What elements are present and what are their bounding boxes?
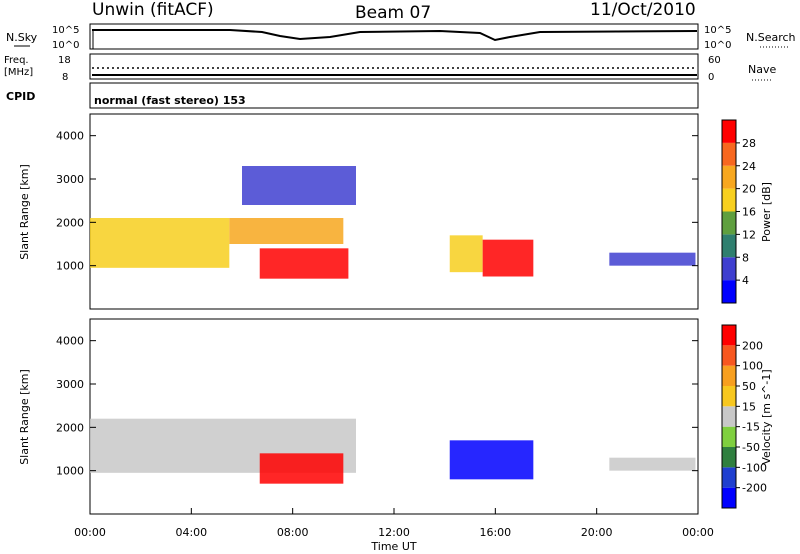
power-colorbar-label-3: 16 [742,206,756,219]
velocity-colorbar-label-4: -15 [742,421,760,434]
power-region-2 [259,248,349,279]
nsky-tick-bottom-right: 10^0 [704,40,731,51]
xtick-label-6: 00:00 [682,526,714,539]
power-colorbar-label: Power [dB] [760,182,773,242]
nsky-label: N.Sky [6,31,38,44]
power-colorbar-label-2: 12 [742,228,756,241]
power-colorbar-seg-6 [722,142,736,166]
velocity-colorbar-label-6: -100 [742,461,767,474]
velocity-colorbar-frame [721,324,737,509]
nave-label: Nave [748,63,776,76]
nave-tick-top-right: 60 [708,55,721,66]
freq-unit-label: [MHz] [4,67,33,78]
beam-label: Beam 07 [355,3,431,23]
velocity-colorbar-label-3: 15 [742,400,756,413]
power-colorbar-label-1: 8 [742,251,749,264]
power-colorbar-label-4: 20 [742,183,756,196]
cpid-label: CPID [6,90,35,103]
power-region-4 [449,235,483,273]
power-ytick-label-2: 3000 [56,173,84,186]
power-colorbar-seg-4 [722,188,736,212]
velocity-colorbar-seg-1 [722,467,736,488]
power-colorbar-seg-0 [722,280,736,303]
date-label: 11/Oct/2010 [590,0,696,20]
power-colorbar-seg-3 [722,211,736,235]
velocity-ytick-label-1: 2000 [56,421,84,434]
velocity-region-3 [609,457,696,471]
power-colorbar-seg-2 [722,234,736,258]
power-colorbar-label-6: 28 [742,137,756,150]
power-colorbar-seg-1 [722,257,736,281]
velocity-colorbar-label: Velocity [m s^-1] [760,369,773,464]
power-region-1 [229,218,344,244]
power-region-3 [242,166,356,205]
velocity-colorbar-label-0: 200 [742,339,763,352]
freq-label: Freq. [4,55,29,66]
power-ylabel: Slant Range [km] [18,164,31,260]
nsky-trace [92,29,698,42]
velocity-panel: Slant Range [km] 1000 2000 3000 4000 00:00 0… [18,318,773,553]
velocity-ytick-label-0: 1000 [56,465,84,478]
power-region-5 [482,239,534,277]
radar-title: Unwin (fitACF) [92,0,214,20]
xtick-label-0: 00:00 [74,526,106,539]
nsky-panel: N.Sky 10^5 10^0 10^5 10^0 N.Search [6,23,796,51]
power-colorbar-label-0: 4 [742,274,749,287]
power-panel: Slant Range [km] 1000 2000 3000 4000 4 8 12 16… [18,113,773,310]
velocity-colorbar-seg-4 [722,406,736,427]
velocity-ylabel: Slant Range [km] [18,369,31,465]
cpid-text: normal (fast stereo) 153 [94,94,246,107]
xtick-label-4: 16:00 [479,526,511,539]
velocity-colorbar-seg-2 [722,447,736,468]
velocity-xlabel: Time UT [370,540,416,553]
power-ytick-label-3: 4000 [56,130,84,143]
nsky-tick-bottom-left: 10^0 [52,40,79,51]
velocity-region-2 [449,440,534,480]
velocity-region-1 [259,453,344,484]
cpid-panel: CPID normal (fast stereo) 153 [6,82,699,109]
power-region-6 [609,252,696,266]
power-colorbar-seg-5 [722,165,736,189]
nave-tick-bottom-right: 0 [708,72,714,83]
power-region-0 [90,218,230,268]
velocity-ytick-label-2: 3000 [56,378,84,391]
velocity-colorbar-label-7: -200 [742,482,767,495]
velocity-colorbar-seg-0 [722,487,736,508]
freq-tick-top-left: 18 [58,55,71,66]
power-ytick-label-0: 1000 [56,260,84,273]
velocity-colorbar-seg-7 [722,345,736,366]
velocity-colorbar-label-1: 100 [742,360,763,373]
power-colorbar-label-5: 24 [742,160,756,173]
velocity-colorbar-label-2: 50 [742,380,756,393]
xtick-label-1: 04:00 [175,526,207,539]
velocity-ytick-label-3: 4000 [56,335,84,348]
xtick-label-3: 12:00 [378,526,410,539]
power-ytick-label-1: 2000 [56,216,84,229]
velocity-colorbar-seg-8 [722,325,736,346]
xtick-label-5: 20:00 [581,526,613,539]
velocity-colorbar-label-5: -50 [742,441,760,454]
power-colorbar-seg-7 [722,120,736,143]
velocity-colorbar-seg-3 [722,426,736,447]
nsky-tick-top-left: 10^5 [52,25,79,36]
nsearch-label: N.Search [746,31,796,44]
freq-panel: Freq. [MHz] 18 8 60 0 Nave [4,53,776,83]
freq-tick-bottom-left: 8 [62,72,68,83]
nsky-tick-top-right: 10^5 [704,25,731,36]
velocity-colorbar-seg-5 [722,386,736,407]
velocity-colorbar-seg-6 [722,365,736,386]
xtick-label-2: 08:00 [277,526,309,539]
